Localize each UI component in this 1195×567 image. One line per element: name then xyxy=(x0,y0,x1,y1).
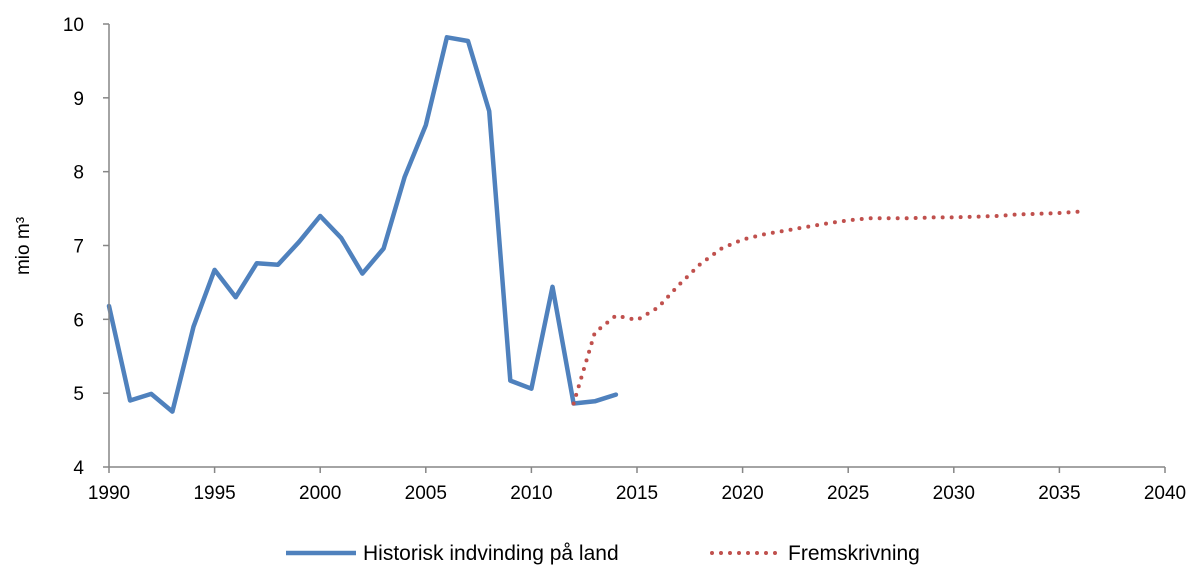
y-axis-ticks: 4 5 6 7 8 9 10 xyxy=(63,15,109,479)
legend: Historisk indvinding på land Fremskrivnin… xyxy=(286,542,920,565)
y-tick-label: 6 xyxy=(73,310,84,331)
y-tick-label: 8 xyxy=(73,163,84,184)
x-tick-label: 2015 xyxy=(616,483,658,504)
x-axis-ticks: 1990 1995 2000 2005 2010 2015 2020 2025 2030 2035… xyxy=(88,467,1186,504)
x-tick-label: 2030 xyxy=(933,483,975,504)
series-line-historisk xyxy=(106,35,619,414)
legend-label: Historisk indvinding på land xyxy=(363,542,619,565)
x-tick-label: 2005 xyxy=(405,483,447,504)
legend-label: Fremskrivning xyxy=(788,542,920,565)
x-tick-label: 2020 xyxy=(721,483,763,504)
y-tick-label: 5 xyxy=(73,384,84,405)
x-tick-label: 1995 xyxy=(193,483,235,504)
x-tick-label: 2035 xyxy=(1038,483,1080,504)
x-tick-label: 1990 xyxy=(88,483,130,504)
y-tick-label: 7 xyxy=(73,237,84,258)
x-tick-label: 2040 xyxy=(1144,483,1186,504)
x-tick-label: 2010 xyxy=(510,483,552,504)
y-tick-label: 10 xyxy=(63,15,84,36)
y-tick-label: 9 xyxy=(73,89,84,110)
y-tick-label: 4 xyxy=(73,458,84,479)
x-tick-label: 2025 xyxy=(827,483,869,504)
y-axis-title: mio m³ xyxy=(13,217,34,275)
series-layer xyxy=(106,35,1083,414)
x-tick-label: 2000 xyxy=(299,483,341,504)
series-line-fremskrivning xyxy=(571,209,1083,406)
